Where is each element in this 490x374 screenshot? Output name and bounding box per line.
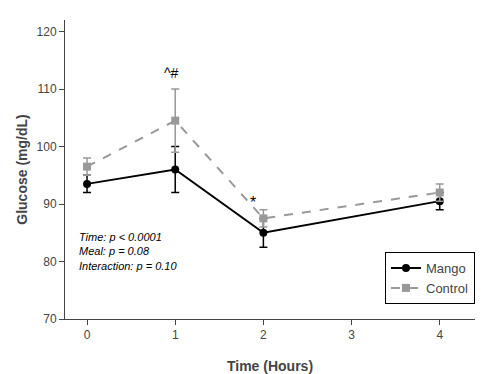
svg-text:Time: p < 0.0001Meal: p = 0.08: Time: p < 0.0001Meal: p = 0.08Interactio… [79,231,177,272]
svg-text:1: 1 [172,328,179,342]
svg-text:2: 2 [260,328,267,342]
svg-text:0: 0 [84,328,91,342]
svg-text:4: 4 [436,328,443,342]
svg-text:*: * [250,194,256,211]
svg-text:110: 110 [37,82,56,96]
svg-text:Mango: Mango [426,261,466,276]
svg-text:3: 3 [348,328,355,342]
svg-text:Time (Hours): Time (Hours) [227,358,313,374]
svg-text:80: 80 [43,255,57,269]
svg-text:90: 90 [43,197,57,211]
svg-text:120: 120 [37,25,57,39]
svg-text:70: 70 [43,312,57,326]
svg-text:100: 100 [37,140,57,154]
svg-text:^#: ^# [164,65,179,81]
svg-text:Glucose (mg/dL): Glucose (mg/dL) [14,114,30,224]
svg-text:Control: Control [426,281,468,296]
